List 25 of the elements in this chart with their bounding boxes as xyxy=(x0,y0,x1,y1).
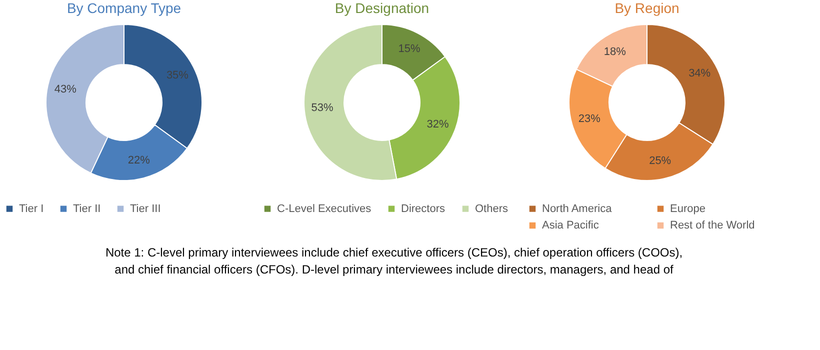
data-label: 53% xyxy=(311,102,334,114)
chart-title: By Company Type xyxy=(66,0,182,16)
data-label: 35% xyxy=(166,69,189,82)
data-label: 18% xyxy=(604,46,626,58)
data-label: 23% xyxy=(578,113,601,126)
text: Note 1: C-level primary interviewees include chief executive officers (CEOs), chief operation officers (COOs), xyxy=(105,246,683,260)
text: and chief financial officers (CFOs). D-level primary interviewees include directors, managers, and head of xyxy=(114,262,674,276)
legend-label: C-Level Executives xyxy=(277,202,372,215)
chart-title: By Region xyxy=(614,0,680,16)
legend-label: Europe xyxy=(670,202,706,215)
legend-label: Directors xyxy=(401,202,446,215)
data-label: 22% xyxy=(128,154,150,167)
legend-label: Tier III xyxy=(130,202,161,215)
data-label: 43% xyxy=(54,83,77,96)
legend-label: Tier I xyxy=(19,202,44,215)
data-label: 34% xyxy=(688,68,711,80)
legend-label: Tier II xyxy=(73,202,101,215)
legend-label: North America xyxy=(542,202,613,215)
legend-label: Rest of the World xyxy=(670,220,755,232)
legend-label: Asia Pacific xyxy=(542,220,600,232)
data-label: 25% xyxy=(649,155,672,168)
chart-title: By Designation xyxy=(334,0,430,16)
data-label: 32% xyxy=(426,118,450,131)
data-label: 15% xyxy=(398,43,420,56)
legend-label: Others xyxy=(475,202,509,215)
